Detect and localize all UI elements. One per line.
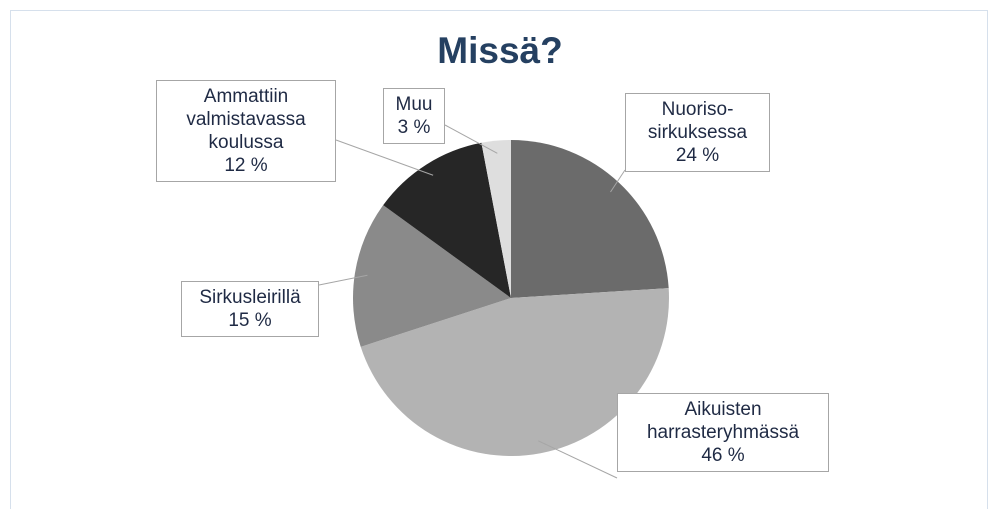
chart-frame	[10, 10, 988, 509]
leader-line	[610, 169, 626, 193]
pie-slice	[481, 140, 511, 298]
pie-slice	[353, 205, 511, 347]
category-label: Muu	[395, 94, 433, 115]
leader-line	[444, 124, 498, 154]
category-label: Nuoriso-sirkuksessa	[647, 99, 748, 143]
value-label: 3 %	[397, 117, 431, 138]
leader-line	[318, 274, 368, 286]
pie-slice	[383, 142, 511, 298]
category-label: Ammattiin valmistavassa koulussa	[186, 86, 306, 153]
value-label: 12 %	[224, 155, 268, 176]
pie-slice	[511, 140, 669, 298]
leader-line	[335, 139, 434, 176]
chart-title: Missä?	[437, 30, 563, 71]
category-label: Sirkusleirillä	[199, 287, 301, 308]
value-label: 15 %	[228, 310, 272, 331]
value-label: 46 %	[701, 445, 745, 466]
category-label: Aikuisten harrasteryhmässä	[646, 399, 800, 443]
data-label: Nuoriso-sirkuksessa 24 %	[625, 93, 770, 172]
data-label: Ammattiin valmistavassa koulussa 12 %	[156, 80, 336, 182]
pie-slice	[360, 288, 670, 456]
data-label: Muu 3 %	[383, 88, 445, 144]
value-label: 24 %	[675, 145, 720, 166]
leader-line	[538, 440, 618, 479]
data-label: Sirkusleirillä 15 %	[181, 281, 319, 337]
data-label: Aikuisten harrasteryhmässä 46 %	[617, 393, 829, 472]
